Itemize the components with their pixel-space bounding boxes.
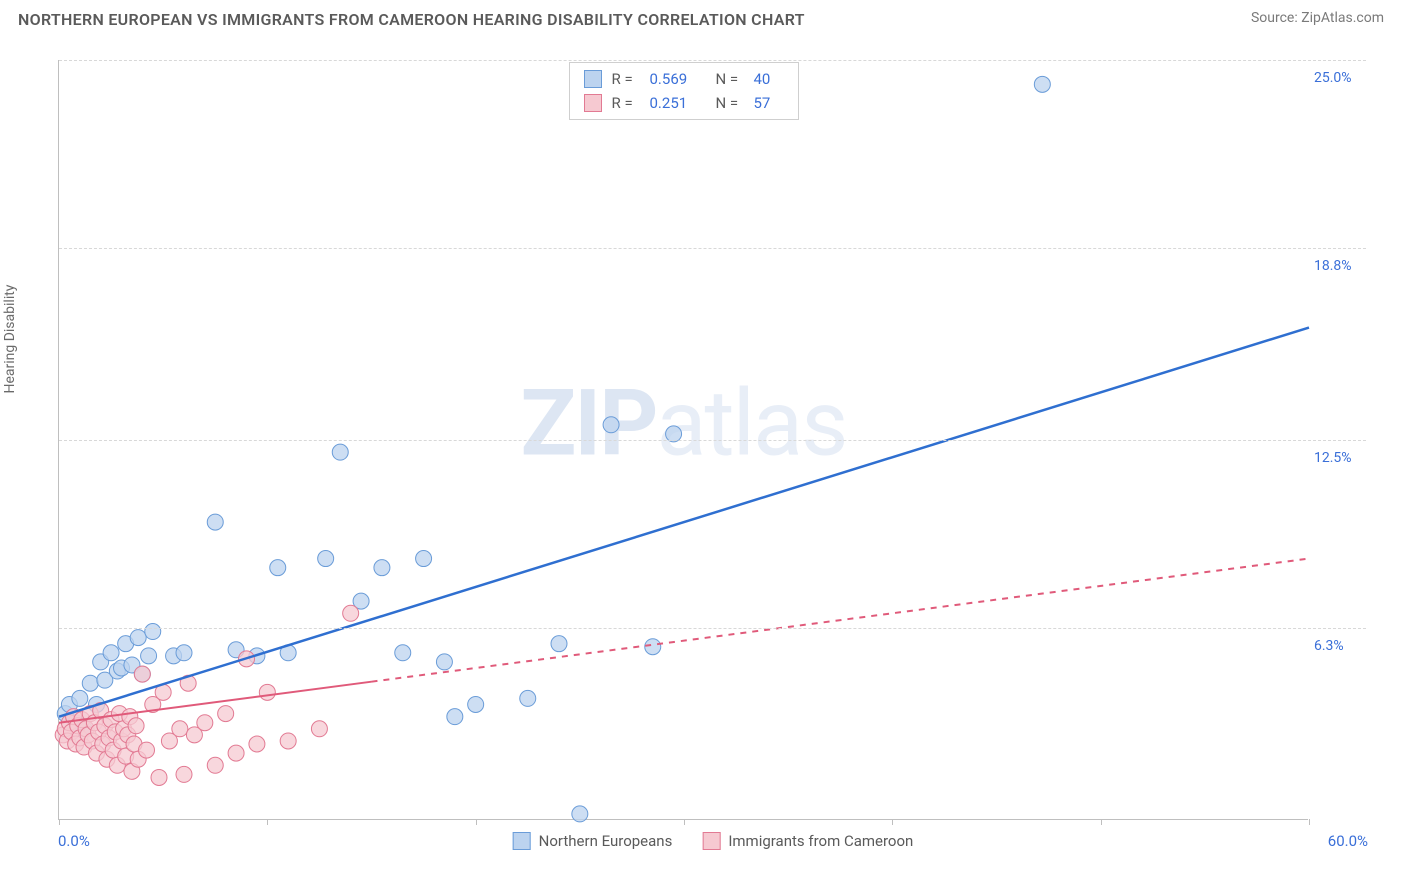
data-point [134,666,150,682]
data-point [249,736,265,752]
y-tick-label: 25.0% [1314,70,1366,86]
n-value-1: 57 [754,91,784,115]
data-point [374,560,390,576]
data-point [218,706,234,722]
data-point [259,684,275,700]
x-tick [476,819,477,825]
x-axis-row: 0.0% Northern Europeans Immigrants from … [58,832,1368,862]
r-value-0: 0.569 [650,67,706,91]
data-point [207,757,223,773]
data-point [207,514,223,530]
correlation-legend: R = 0.569 N = 40 R = 0.251 N = 57 [569,62,799,120]
data-point [151,769,167,785]
x-tick [1101,819,1102,825]
data-point [416,551,432,567]
data-point [343,605,359,621]
data-point [520,690,536,706]
y-tick-label: 18.8% [1314,258,1366,274]
legend-swatch-1 [584,94,602,112]
data-point [128,718,144,734]
source-attribution: Source: ZipAtlas.com [1251,10,1384,26]
legend-row-series-1: R = 0.251 N = 57 [584,91,784,115]
gridline-h [59,248,1366,249]
data-point [82,675,98,691]
data-point [572,806,588,822]
data-point [1034,76,1050,92]
data-point [176,766,192,782]
data-point [436,654,452,670]
legend-swatch-1b [702,832,720,850]
legend-item-0: Northern Europeans [513,832,673,850]
x-tick [684,819,685,825]
x-tick [59,819,60,825]
gridline-h [59,628,1366,629]
n-label: N = [716,67,744,91]
gridline-h [59,60,1366,61]
y-axis-label: Hearing Disability [2,285,18,394]
n-label: N = [716,91,744,115]
data-point [176,645,192,661]
data-point [332,444,348,460]
data-point [139,742,155,758]
data-point [395,645,411,661]
legend-swatch-0b [513,832,531,850]
data-point [468,696,484,712]
plot-area: ZIPatlas R = 0.569 N = 40 R = 0.251 N = … [58,60,1308,820]
r-value-1: 0.251 [650,91,706,115]
chart-title: NORTHERN EUROPEAN VS IMMIGRANTS FROM CAM… [18,10,805,29]
regression-line-dashed [372,559,1310,682]
data-point [228,745,244,761]
y-tick-label: 6.3% [1314,638,1366,654]
data-point [603,417,619,433]
x-tick [1309,819,1310,825]
regression-line-solid [59,328,1309,717]
data-point [145,624,161,640]
x-tick [892,819,893,825]
x-max-label: 60.0% [1328,832,1368,850]
x-tick [267,819,268,825]
data-point [318,551,334,567]
legend-item-1: Immigrants from Cameroon [702,832,913,850]
data-point [72,690,88,706]
data-point [551,636,567,652]
x-min-label: 0.0% [58,832,90,850]
data-point [447,709,463,725]
source-label: Source: [1251,10,1298,26]
chart-container: Hearing Disability ZIPatlas R = 0.569 N … [18,40,1388,840]
r-label: R = [612,67,640,91]
data-point [141,648,157,664]
gridline-h [59,440,1366,441]
legend-row-series-0: R = 0.569 N = 40 [584,67,784,91]
data-point [197,715,213,731]
n-value-0: 40 [754,67,784,91]
data-point [130,630,146,646]
source-value: ZipAtlas.com [1301,10,1384,26]
data-point [311,721,327,737]
data-point [103,645,119,661]
legend-label-1: Immigrants from Cameroon [728,832,913,850]
series-legend: Northern Europeans Immigrants from Camer… [513,832,914,850]
legend-swatch-0 [584,70,602,88]
data-point [172,721,188,737]
legend-label-0: Northern Europeans [539,832,673,850]
data-point [270,560,286,576]
data-point [645,639,661,655]
data-point [280,733,296,749]
r-label: R = [612,91,640,115]
y-tick-label: 12.5% [1314,450,1366,466]
